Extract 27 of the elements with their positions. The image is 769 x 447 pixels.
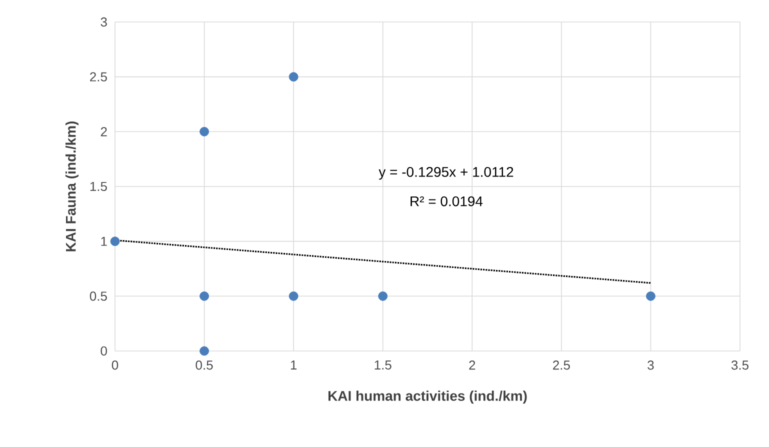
y-tick-label: 2 [100, 127, 107, 136]
point [200, 291, 209, 301]
x-tick-label: 2.5 [553, 360, 570, 370]
x-axis-title: KAI human activities (ind./km) [328, 390, 527, 404]
y-tick-label: 0.5 [90, 292, 107, 301]
point [646, 291, 656, 301]
x-tick-label: 3 [648, 360, 654, 370]
point [378, 291, 388, 301]
x-tick-label: 1.5 [374, 360, 392, 370]
point [288, 291, 298, 301]
y-tick-label: 2.5 [90, 72, 107, 82]
y-tick-label: 1 [101, 236, 107, 246]
x-tick-label: 2 [469, 360, 476, 370]
x-tick-label: 3.5 [731, 360, 748, 370]
point [200, 346, 209, 356]
y-axis-title: KAI Fauna (ind./km) [65, 121, 79, 252]
y-tick-label: 0 [100, 346, 107, 356]
y-tick-label: 3 [100, 17, 107, 27]
x-tick-label: 0 [112, 360, 118, 370]
y-tick-label: 1.5 [90, 182, 107, 192]
point [110, 236, 120, 246]
annotation: R² = 0.0194 [410, 196, 483, 206]
x-tick-label: 0.5 [196, 360, 213, 370]
point [200, 126, 209, 136]
x-tick-label: 1 [290, 360, 297, 370]
annotation: y = -0.1295x + 1.0112 [378, 166, 514, 180]
point [288, 72, 298, 82]
